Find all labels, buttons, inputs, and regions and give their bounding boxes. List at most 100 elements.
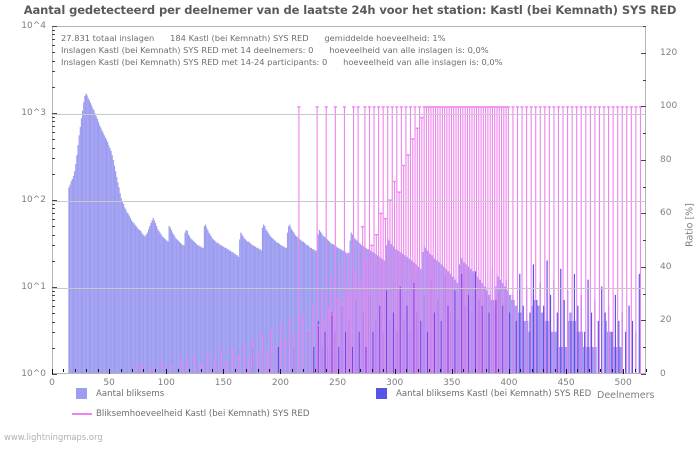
right-axis-title: Ratio [%]	[684, 203, 696, 247]
y-tick-major	[52, 287, 57, 288]
y-tick-minor	[52, 45, 55, 47]
y-tick-minor	[52, 116, 55, 118]
y-tick-major	[52, 113, 57, 114]
gridline-y	[53, 201, 645, 202]
x-tick-label: 450	[557, 378, 575, 388]
x-tick-minor	[326, 369, 328, 372]
y-tick-minor	[52, 219, 55, 221]
y-tick-minor	[52, 139, 55, 141]
right-tick-major	[641, 266, 646, 268]
y-tick-label: 10^3	[21, 108, 46, 118]
annotation-line-1: 27.831 totaal inslagen 184 Kastl (bei Ke…	[61, 33, 446, 43]
right-tick-minor	[643, 293, 646, 295]
legend-swatch-box-icon	[76, 388, 87, 399]
footer-watermark: www.lightningmaps.org	[4, 432, 103, 442]
right-tick-major	[641, 52, 646, 54]
x-tick-minor	[86, 369, 88, 372]
x-tick-minor	[291, 369, 293, 372]
y-tick-minor	[52, 300, 55, 302]
x-tick-minor	[97, 369, 99, 372]
y-tick-minor	[52, 260, 55, 262]
x-tick-minor	[246, 369, 248, 372]
x-tick-minor	[600, 369, 602, 372]
x-tick-major	[166, 369, 168, 374]
y-tick-minor	[52, 86, 55, 88]
y-tick-minor	[52, 60, 55, 62]
x-tick-major	[508, 369, 510, 374]
y-tick-minor	[52, 126, 55, 128]
y-tick-minor	[52, 29, 55, 31]
x-tick-minor	[257, 369, 259, 372]
chart-legend: Aantal bliksems Aantal bliksems Kastl (be…	[0, 388, 700, 428]
x-tick-minor	[531, 369, 533, 372]
x-tick-minor	[463, 369, 465, 372]
right-tick-minor	[643, 186, 646, 188]
x-tick-label: 300	[386, 378, 404, 388]
y-tick-minor	[52, 290, 55, 292]
y-tick-minor	[52, 347, 55, 349]
right-tick-label: 80	[660, 154, 672, 165]
x-tick-minor	[486, 369, 488, 372]
y-tick-major	[52, 374, 57, 375]
x-tick-minor	[120, 369, 122, 372]
x-tick-major	[109, 369, 111, 374]
y-tick-minor	[52, 245, 55, 247]
x-tick-minor	[143, 369, 145, 372]
x-tick-minor	[428, 369, 430, 372]
y-tick-minor	[52, 34, 55, 36]
x-tick-minor	[154, 369, 156, 372]
x-axis-title: Deelnemers	[597, 390, 655, 401]
x-tick-major	[451, 369, 453, 374]
x-tick-minor	[189, 369, 191, 372]
x-tick-minor	[577, 369, 579, 372]
x-tick-label: 200	[271, 378, 290, 388]
page-title: Aantal gedetecteerd per deelnemer van de…	[23, 3, 677, 17]
right-tick-major	[641, 213, 646, 215]
legend-label: Bliksemhoeveelheid Kastl (bei Kemnath) S…	[96, 409, 310, 419]
y-tick-minor	[52, 71, 55, 73]
x-tick-minor	[314, 369, 316, 372]
x-tick-label: 100	[157, 378, 175, 388]
y-tick-minor	[52, 321, 55, 323]
x-tick-minor	[371, 369, 373, 372]
y-tick-major	[52, 26, 57, 27]
x-tick-minor	[383, 369, 385, 372]
x-tick-label: 400	[500, 378, 518, 388]
right-tick-minor	[643, 240, 646, 242]
x-tick-major	[566, 369, 568, 374]
y-tick-minor	[52, 226, 55, 228]
gridline-y	[53, 288, 645, 289]
x-tick-minor	[543, 369, 545, 372]
legend-swatch-line-icon	[72, 413, 92, 415]
y-tick-minor	[52, 132, 55, 134]
x-tick-minor	[211, 369, 213, 372]
right-tick-minor	[643, 26, 646, 27]
y-tick-label: 10^1	[21, 282, 46, 292]
x-tick-minor	[588, 369, 590, 372]
right-tick-label: 0	[660, 369, 666, 379]
right-tick-major	[641, 374, 646, 375]
x-tick-major	[623, 369, 625, 374]
x-tick-minor	[520, 369, 522, 372]
annotation-line-3: Inslagen Kastl (bei Kemnath) SYS RED met…	[61, 57, 503, 68]
y-tick-minor	[52, 52, 55, 54]
x-tick-label: 250	[328, 378, 347, 388]
gridline-y	[53, 114, 645, 115]
x-tick-minor	[63, 369, 65, 372]
right-tick-major	[641, 320, 646, 322]
right-tick-label: 100	[660, 101, 678, 112]
x-tick-minor	[360, 369, 362, 372]
right-tick-major	[641, 159, 646, 161]
legend-swatch-box-icon	[376, 388, 387, 399]
y-tick-minor	[52, 213, 55, 215]
x-tick-major	[223, 369, 225, 374]
right-tick-label: 40	[660, 261, 672, 272]
legend-label: Aantal bliksems Kastl (bei Kemnath) SYS …	[396, 389, 592, 399]
x-tick-minor	[440, 369, 442, 372]
y-tick-minor	[52, 121, 55, 123]
right-tick-minor	[643, 347, 646, 349]
x-tick-minor	[611, 369, 613, 372]
series-bar-9c9cf0	[68, 93, 622, 373]
x-tick-minor	[303, 369, 305, 372]
x-tick-major	[52, 369, 53, 374]
